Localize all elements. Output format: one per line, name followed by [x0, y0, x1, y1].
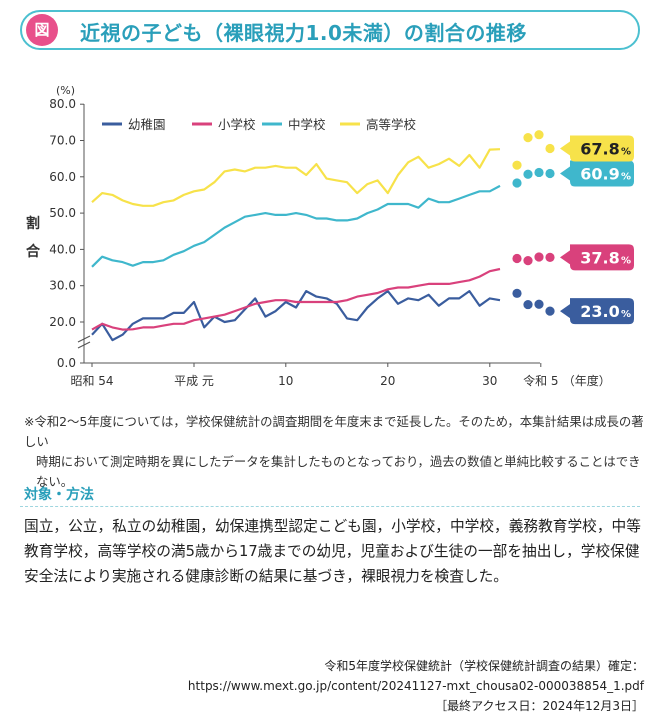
x-tick-label: 昭和 54	[70, 374, 113, 388]
later-data-point	[512, 178, 522, 188]
legend-label: 幼稚園	[128, 117, 166, 132]
axis-break-mark	[77, 335, 91, 349]
final-value-label: 67.8	[580, 139, 619, 158]
x-tick-label: 平成 元	[174, 374, 214, 388]
final-value-callout	[560, 160, 634, 187]
legend-label: 高等学校	[366, 117, 417, 132]
chart-title: 近視の子ども（裸眼視力1.0未満）の割合の推移	[80, 21, 527, 45]
footnote: ※令和2～5年度については，学校保健統計の調査期間を年度末まで延長した。そのため…	[24, 412, 644, 492]
y-tick-label: 0.0	[57, 356, 76, 370]
later-data-point	[512, 288, 522, 298]
source-line-1: 令和5年度学校保健統計（学校保健統計調査の結果）確定：	[324, 659, 644, 673]
later-data-point	[534, 167, 544, 178]
source-access-date: ［最終アクセス日：2024年12月3日］	[435, 699, 644, 713]
later-data-point	[534, 252, 544, 262]
later-data-point	[512, 253, 522, 264]
later-data-point	[534, 130, 544, 140]
final-value-label: 60.9	[580, 165, 619, 184]
y-tick-label: 30.0	[49, 279, 76, 293]
method-body: 国立，公立，私立の幼稚園，幼保連携型認定こども園，小学校，中学校，義務教育学校，…	[24, 518, 641, 585]
series-line	[91, 184, 501, 268]
y-tick-label: 40.0	[49, 242, 76, 256]
method-heading: 対象・方法	[24, 487, 94, 503]
x-tick-label: 10	[278, 374, 293, 388]
footnote-line-1: ※令和2～5年度については，学校保健統計の調査期間を年度末まで延長した。そのため…	[24, 414, 644, 449]
final-value-label: 37.8	[580, 248, 619, 267]
y-axis-label: 合	[26, 243, 41, 260]
final-value-callout	[560, 298, 634, 325]
series-line	[91, 267, 501, 331]
later-data-point	[523, 169, 533, 179]
y-unit-label: (%)	[56, 84, 75, 97]
final-value-percent: %	[621, 255, 631, 266]
y-tick-label: 50.0	[49, 206, 76, 220]
legend-label: 中学校	[288, 117, 326, 132]
final-value-percent: %	[621, 309, 631, 320]
source-citation: 令和5年度学校保健統計（学校保健統計調査の結果）確定： https://www.…	[188, 656, 644, 716]
later-data-point	[545, 252, 555, 262]
later-data-point	[523, 256, 533, 266]
x-unit-label: （年度）	[563, 373, 611, 388]
y-tick-label: 70.0	[49, 134, 76, 148]
x-tick-label: 令和 5	[523, 373, 558, 388]
figure-badge: 図	[26, 14, 58, 46]
x-tick-label: 30	[482, 374, 497, 388]
final-value-callout	[560, 244, 634, 271]
final-value-label: 23.0	[580, 302, 619, 321]
source-url[interactable]: https://www.mext.go.jp/content/20241127-…	[187, 679, 644, 693]
final-value-percent: %	[621, 172, 631, 183]
method-divider	[20, 506, 640, 507]
series-line	[91, 148, 501, 207]
later-data-point	[512, 160, 522, 170]
y-axis-label: 割	[26, 215, 40, 232]
series-line	[91, 290, 501, 342]
later-data-point	[545, 168, 555, 179]
title-frame	[20, 10, 640, 50]
y-tick-label: 20.0	[49, 315, 76, 329]
legend-label: 小学校	[218, 117, 256, 132]
later-data-point	[534, 299, 544, 309]
later-data-point	[545, 143, 555, 154]
later-data-point	[523, 299, 533, 310]
final-value-percent: %	[621, 146, 631, 157]
y-tick-label: 80.0	[49, 97, 76, 111]
later-data-point	[523, 132, 533, 143]
later-data-point	[545, 306, 555, 316]
final-value-callout	[560, 135, 634, 162]
y-tick-label: 60.0	[49, 170, 76, 184]
footnote-line-2: 時期において測定時期を異にしたデータを集計したものとなっており，過去の数値と単純…	[36, 454, 641, 489]
x-tick-label: 20	[380, 374, 395, 388]
